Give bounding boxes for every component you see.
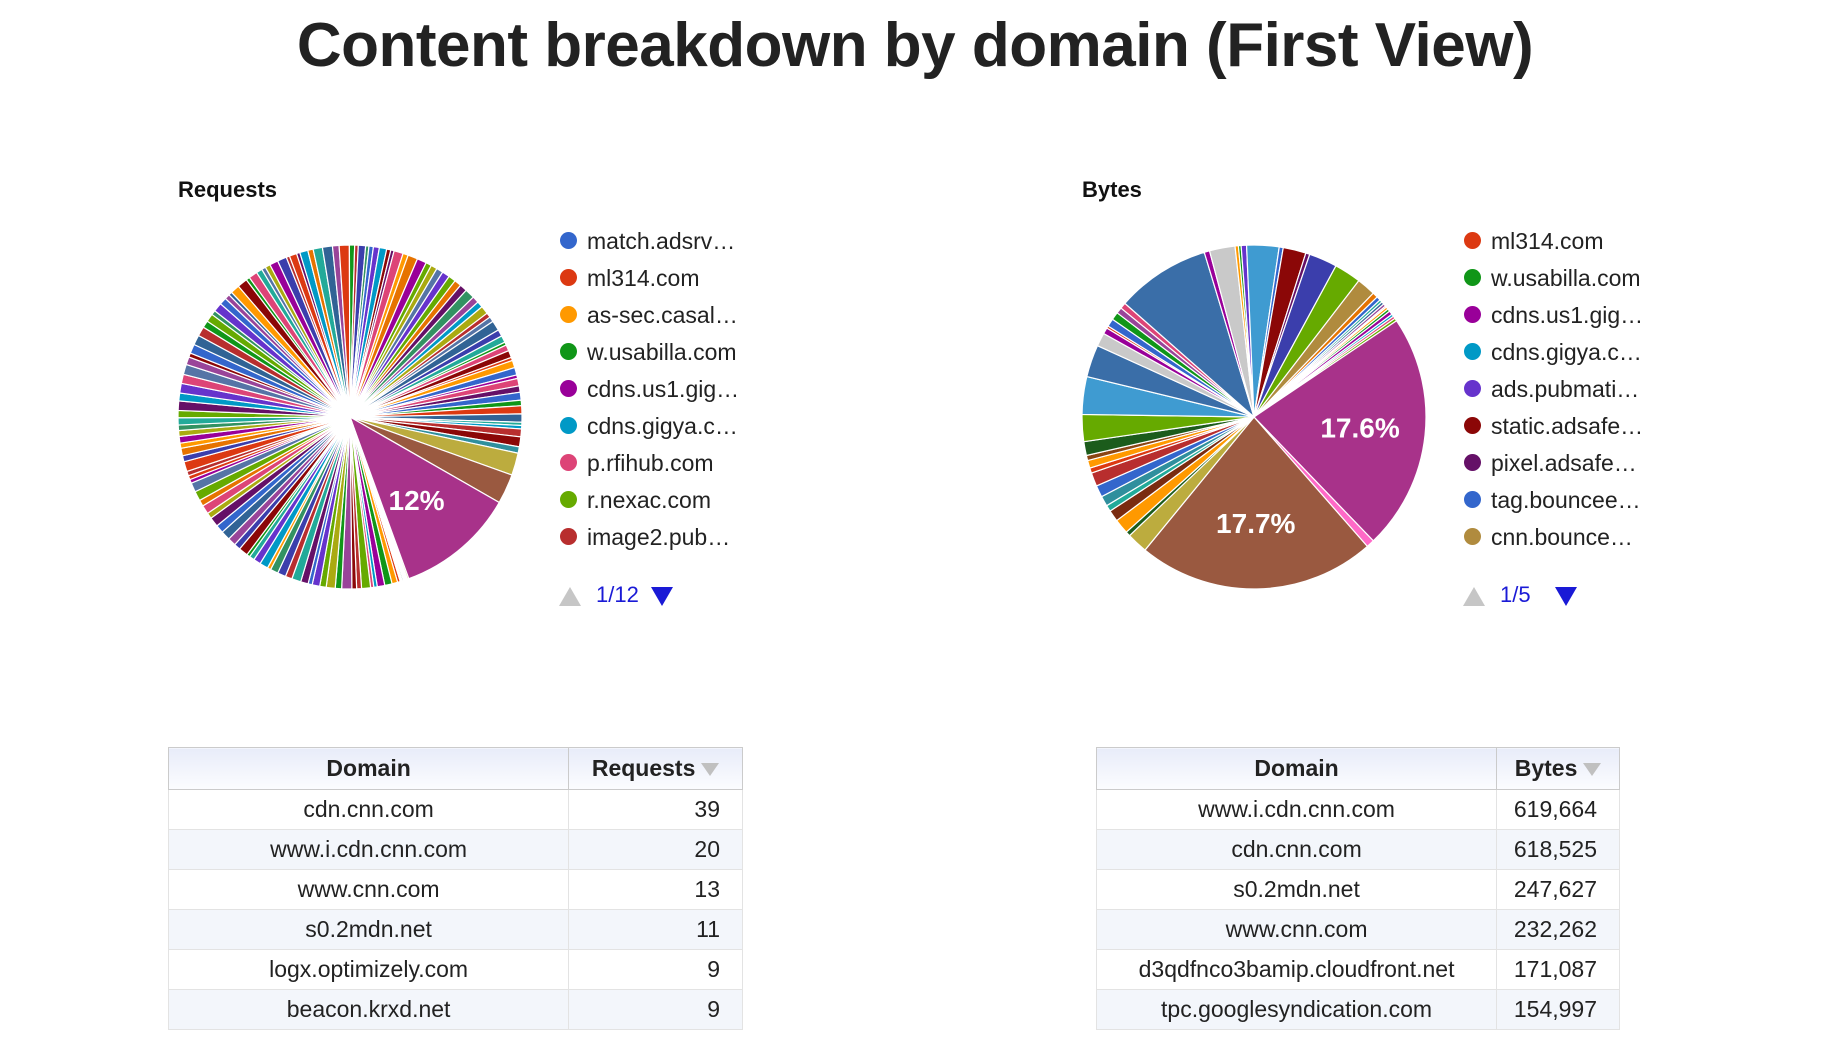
svg-text:17.6%: 17.6% xyxy=(1320,413,1399,444)
svg-text:17.7%: 17.7% xyxy=(1216,508,1295,539)
svg-text:12%: 12% xyxy=(389,485,445,516)
